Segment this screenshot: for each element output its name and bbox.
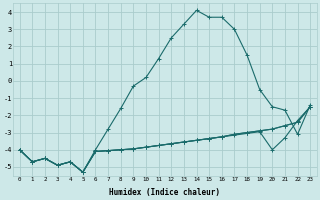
X-axis label: Humidex (Indice chaleur): Humidex (Indice chaleur) (109, 188, 220, 197)
